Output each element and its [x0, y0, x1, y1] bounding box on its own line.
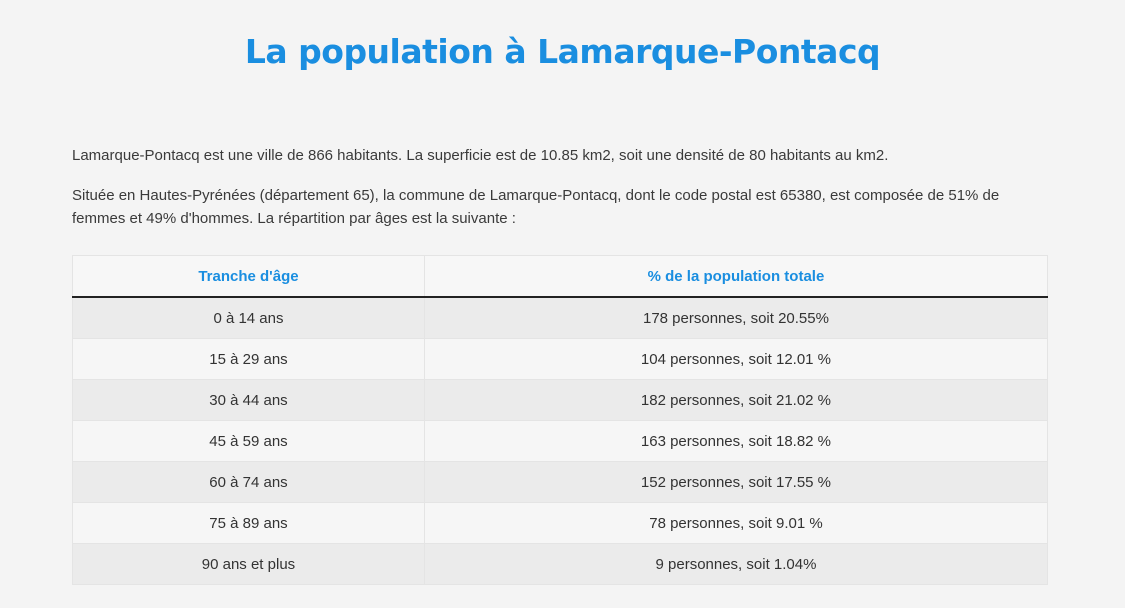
- population-share-cell: 178 personnes, soit 20.55%: [423, 297, 1049, 339]
- table-row: 75 à 89 ans 78 personnes, soit 9.01 %: [72, 502, 1049, 544]
- table-row: 45 à 59 ans 163 personnes, soit 18.82 %: [72, 420, 1049, 462]
- age-range-cell: 0 à 14 ans: [72, 297, 425, 339]
- age-range-cell: 75 à 89 ans: [72, 502, 425, 544]
- population-share-cell: 182 personnes, soit 21.02 %: [423, 379, 1049, 421]
- population-share-cell: 104 personnes, soit 12.01 %: [423, 338, 1049, 380]
- table-row: 60 à 74 ans 152 personnes, soit 17.55 %: [72, 461, 1049, 503]
- population-share-cell: 9 personnes, soit 1.04%: [423, 543, 1049, 585]
- age-range-cell: 45 à 59 ans: [72, 420, 425, 462]
- page-title: La population à Lamarque-Pontacq: [244, 32, 881, 71]
- intro-paragraph-2: Située en Hautes-Pyrénées (département 6…: [72, 187, 1000, 227]
- age-range-cell: 15 à 29 ans: [72, 338, 425, 380]
- intro-paragraph-1: Lamarque-Pontacq est une ville de 866 ha…: [72, 147, 889, 164]
- population-share-cell: 78 personnes, soit 9.01 %: [423, 502, 1049, 544]
- population-share-cell: 152 personnes, soit 17.55 %: [423, 461, 1049, 503]
- age-range-cell: 30 à 44 ans: [72, 379, 425, 421]
- header-population-share: % de la population totale: [423, 255, 1049, 298]
- table-row: 15 à 29 ans 104 personnes, soit 12.01 %: [72, 338, 1049, 380]
- table-row: 0 à 14 ans 178 personnes, soit 20.55%: [72, 297, 1049, 339]
- header-age-range: Tranche d'âge: [72, 255, 425, 298]
- table-row: 30 à 44 ans 182 personnes, soit 21.02 %: [72, 379, 1049, 421]
- age-range-cell: 60 à 74 ans: [72, 461, 425, 503]
- table-row: 90 ans et plus 9 personnes, soit 1.04%: [72, 543, 1049, 585]
- age-range-cell: 90 ans et plus: [72, 543, 425, 585]
- population-share-cell: 163 personnes, soit 18.82 %: [423, 420, 1049, 462]
- table-header-row: Tranche d'âge % de la population totale: [72, 255, 1049, 298]
- population-table: Tranche d'âge % de la population totale …: [72, 255, 1049, 585]
